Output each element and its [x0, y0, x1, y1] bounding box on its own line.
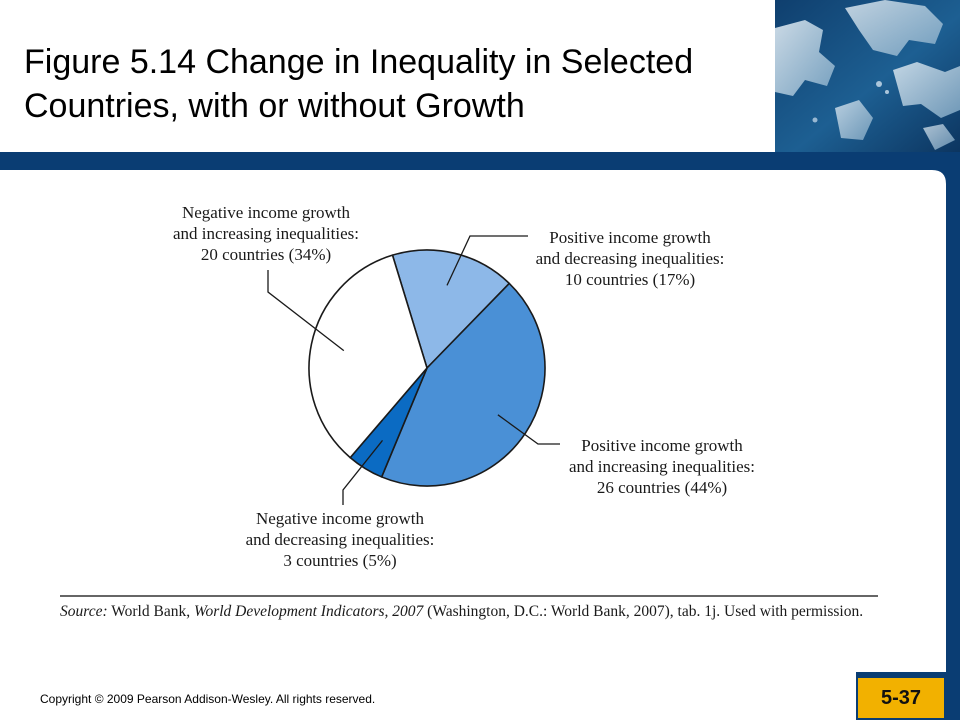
source-text: World Bank,	[111, 603, 191, 620]
page-number-badge: 5-37	[858, 678, 944, 718]
source-note: Source: World Bank, World Development In…	[60, 602, 880, 622]
copyright-notice: Copyright © 2009 Pearson Addison-Wesley.…	[40, 692, 376, 706]
slide-title: Figure 5.14 Change in Inequality in Sele…	[24, 43, 694, 125]
globe-map-decoration	[775, 0, 960, 152]
pie-slice	[380, 282, 546, 487]
leader-line	[267, 270, 345, 352]
leader-line	[342, 439, 384, 505]
leader-line	[446, 235, 528, 286]
leader-line	[497, 414, 560, 445]
source-label: Source:	[60, 603, 108, 620]
source-text: (Washington, D.C.: World Bank, 2007), ta…	[427, 603, 864, 620]
pie-slice	[308, 254, 428, 459]
pie-slice	[391, 249, 511, 369]
source-title: World Development Indicators, 2007	[193, 603, 424, 620]
